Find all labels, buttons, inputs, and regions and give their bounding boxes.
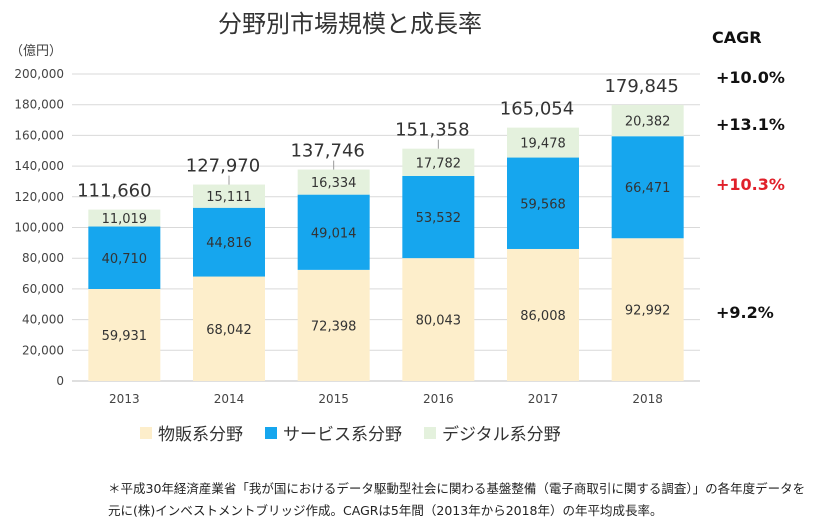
cagr-service: +10.3% [716, 175, 785, 194]
bar-segment [297, 194, 370, 270]
y-axis-unit-label: （億円） [10, 44, 63, 59]
legend-swatch-goods [140, 426, 152, 439]
bar-segment [193, 276, 265, 381]
bar-segment [402, 175, 475, 259]
x-tick-label: 2017 [528, 392, 559, 406]
data-label: 72,398 [311, 319, 357, 334]
stacked-bar-chart: 0 20,000 40,000 60,000 80,000 100,000 120,000 1… [14, 67, 700, 406]
legend-swatch-digital [424, 426, 436, 439]
bar-segment [402, 258, 475, 381]
y-tick-label: 20,000 [22, 343, 64, 357]
bar-segment [297, 269, 370, 381]
bar-segment [193, 184, 265, 208]
legend-item-goods: 物販系分野 [140, 420, 243, 445]
bar-segment [88, 289, 161, 381]
bar-segment [611, 238, 684, 381]
legend-item-digital: デジタル系分野 [424, 420, 561, 445]
bar-segment [88, 209, 161, 227]
total-label: 151,358 [395, 120, 469, 141]
bar-segment [611, 104, 684, 137]
y-tick-label: 40,000 [22, 313, 64, 327]
x-tick-label: 2014 [214, 392, 245, 406]
x-tick-label: 2015 [318, 392, 349, 406]
data-label: 53,532 [416, 211, 462, 226]
total-label: 165,054 [500, 99, 574, 120]
y-tick-label: 140,000 [14, 159, 64, 173]
bar-segment [611, 136, 684, 239]
bar-segment [507, 248, 579, 381]
cagr-goods: +9.2% [716, 303, 774, 322]
total-label: 127,970 [186, 156, 260, 177]
legend-label-digital: デジタル系分野 [442, 425, 561, 445]
data-label: 80,043 [416, 314, 462, 329]
legend-label-service: サービス系分野 [283, 425, 402, 445]
bar-segment [193, 207, 265, 277]
legend: 物販系分野 サービス系分野 デジタル系分野 [140, 420, 561, 445]
y-tick-label: 180,000 [14, 98, 64, 112]
data-label: 16,334 [311, 176, 357, 191]
footnote: ＊平成30年経済産業省「我が国におけるデータ駆動型社会に関わる基盤整備（電子商取… [108, 481, 806, 518]
data-label: 59,931 [102, 329, 148, 344]
y-tick-label: 100,000 [14, 221, 64, 235]
legend-item-service: サービス系分野 [265, 420, 402, 445]
x-tick-label: 2018 [632, 392, 663, 406]
data-label: 20,382 [625, 115, 671, 130]
bar-segment [507, 157, 579, 249]
bar-segment [297, 169, 370, 195]
cagr-total: +10.0% [716, 68, 785, 87]
bar-segment [402, 148, 475, 176]
y-tick-label: 120,000 [14, 190, 64, 204]
data-label: 59,568 [520, 197, 566, 212]
legend-label-goods: 物販系分野 [158, 425, 243, 445]
chart-title: 分野別市場規模と成長率 [218, 10, 482, 38]
data-label: 49,014 [311, 226, 357, 241]
data-label: 40,710 [102, 252, 148, 267]
bar-segment [507, 127, 579, 158]
data-label: 19,478 [520, 137, 566, 152]
y-tick-label: 0 [56, 374, 64, 388]
total-label: 179,845 [604, 76, 678, 97]
x-tick-label: 2013 [109, 392, 140, 406]
data-label: 86,008 [520, 309, 566, 324]
y-tick-label: 60,000 [22, 282, 64, 296]
bar-segment [88, 226, 161, 290]
data-label: 17,782 [416, 156, 462, 171]
data-label: 92,992 [625, 304, 671, 319]
legend-swatch-service [265, 426, 277, 439]
data-label: 68,042 [206, 323, 252, 338]
x-tick-label: 2016 [423, 392, 454, 406]
cagr-header: CAGR [712, 28, 762, 47]
data-label: 66,471 [625, 181, 671, 196]
total-label: 111,660 [77, 181, 151, 202]
data-label: 44,816 [206, 236, 252, 251]
total-label: 137,746 [290, 141, 364, 162]
y-tick-label: 160,000 [14, 128, 64, 142]
cagr-digital: +13.1% [716, 115, 785, 134]
data-label: 15,111 [206, 190, 252, 205]
y-tick-label: 80,000 [22, 251, 64, 265]
data-label: 11,019 [102, 212, 148, 227]
y-tick-label: 200,000 [14, 67, 64, 81]
